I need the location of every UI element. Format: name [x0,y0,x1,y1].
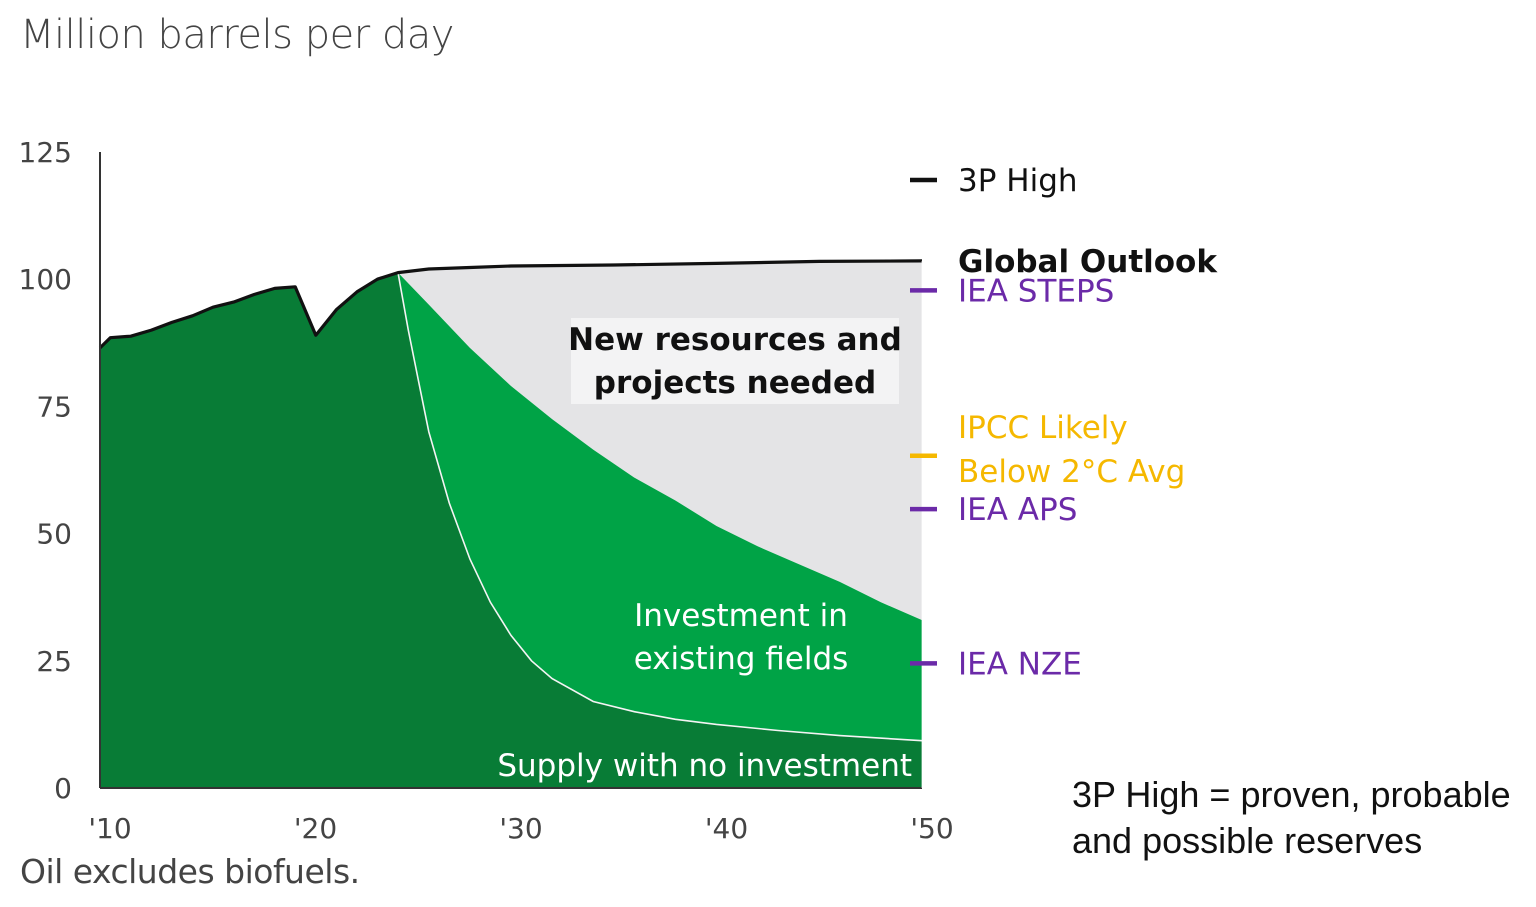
new-resources-label: projects needed [594,365,876,401]
y-tick-label: 125 [19,136,72,169]
y-tick-label: 100 [19,263,72,296]
footnote: Oil excludes biofuels. [20,852,360,891]
new-resources-label: New resources and [568,322,902,358]
definition-line-1: 3P High = proven, probable [1072,774,1511,815]
definition-line-2: and possible reserves [1072,820,1423,861]
chart-unit-title: Million barrels per day [20,12,454,58]
existing-fields-label: existing fields [634,641,849,677]
global-outlook-line [98,259,923,350]
reserves-definition: 3P High = proven, probable and possible … [1072,772,1511,864]
ipcc-likely-below-2-c-avg-label: IPCC Likely [958,410,1128,446]
iea-steps-label: IEA STEPS [958,273,1114,309]
no-investment-label: Supply with no investment [497,748,912,784]
x-tick-label: '10 [88,812,131,845]
existing-fields-label: Investment in [634,598,848,634]
y-tick-label: 50 [36,518,72,551]
y-tick-label: 75 [36,390,72,423]
no-investment-decline-line [397,272,923,742]
x-tick-label: '30 [499,812,542,845]
3p-high-label: 3P High [958,163,1078,199]
iea-nze-label: IEA NZE [958,646,1082,682]
new-resources-label-box [571,318,899,404]
iea-aps-label: IEA APS [958,492,1077,528]
area-existing-fields [398,272,922,741]
y-tick-label: 25 [36,645,72,678]
x-tick-label: '40 [705,812,748,845]
area-no-investment [100,272,922,789]
ipcc-likely-below-2-c-avg-label: Below 2°C Avg [958,454,1185,490]
x-tick-label: '50 [910,812,953,845]
x-tick-label: '20 [294,812,337,845]
y-tick-label: 0 [54,772,72,805]
global-outlook-label: Global Outlook [958,244,1218,280]
